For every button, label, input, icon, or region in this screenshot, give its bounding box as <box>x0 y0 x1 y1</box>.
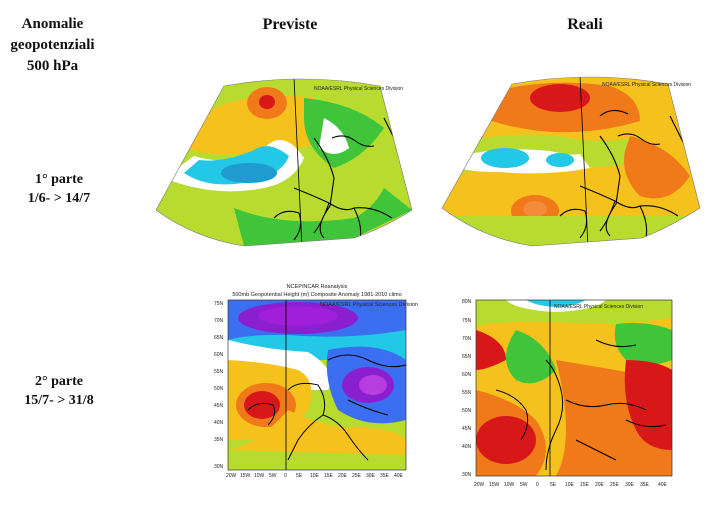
svg-text:80N: 80N <box>462 299 472 305</box>
svg-text:50N: 50N <box>462 408 472 414</box>
row-title: Anomalie geopotenziali 500 hPa <box>0 14 105 77</box>
svg-text:65N: 65N <box>214 335 224 341</box>
svg-text:5W: 5W <box>520 482 528 488</box>
column-title-forecast: Previste <box>262 16 318 33</box>
map3-credit: NOAA/ESRL Physical Sciences Division <box>320 302 418 308</box>
svg-text:30N: 30N <box>462 472 472 478</box>
svg-text:75N: 75N <box>214 301 224 307</box>
svg-text:75N: 75N <box>462 318 472 324</box>
svg-text:30E: 30E <box>625 482 635 488</box>
svg-text:5E: 5E <box>550 482 557 488</box>
svg-text:15E: 15E <box>324 473 334 479</box>
row-title-line-3: 500 hPa <box>26 58 79 74</box>
map-forecast-part2: NCEP/NCAR Reanalysis 500mb Geopotential … <box>214 284 418 479</box>
svg-text:5W: 5W <box>269 473 277 479</box>
svg-text:15W: 15W <box>240 473 251 479</box>
svg-text:50N: 50N <box>214 386 224 392</box>
svg-text:60N: 60N <box>462 372 472 378</box>
row-label-2-part: 2° parte <box>35 374 83 389</box>
svg-text:10E: 10E <box>310 473 320 479</box>
row-label-1: 1° parte 1/6- > 14/7 <box>0 170 118 208</box>
map4-lat-axis: 80N 75N 70N 65N 60N 55N 50N 45N 40N 30N <box>462 299 472 478</box>
row-label-2-dates: 15/7- > 31/8 <box>24 393 94 408</box>
row-label-1-dates: 1/6- > 14/7 <box>27 191 91 206</box>
map2-credit: NOAA/ESRL Physical Sciences Division <box>602 82 691 88</box>
svg-text:20W: 20W <box>226 473 237 479</box>
svg-text:15W: 15W <box>489 482 500 488</box>
svg-text:40E: 40E <box>658 482 668 488</box>
column-title-actual: Reali <box>567 16 603 33</box>
svg-text:55N: 55N <box>214 369 224 375</box>
svg-text:60N: 60N <box>214 352 224 358</box>
map4-credit: NOAA/ESRL Physical Sciences Division <box>554 304 643 310</box>
row-title-line-2: geopotenziali <box>10 37 95 53</box>
svg-text:70N: 70N <box>462 336 472 342</box>
svg-text:65N: 65N <box>462 354 472 360</box>
svg-text:20E: 20E <box>338 473 348 479</box>
svg-text:5E: 5E <box>296 473 303 479</box>
svg-text:40E: 40E <box>394 473 404 479</box>
svg-text:15E: 15E <box>580 482 590 488</box>
row-title-line-1: Anomalie <box>21 16 84 32</box>
row-label-1-part: 1° parte <box>35 172 83 187</box>
svg-text:10E: 10E <box>565 482 575 488</box>
map-actual-part1: NOAA/ESRL Physical Sciences Division <box>441 76 701 247</box>
map-actual-part2: 80N 75N 70N 65N 60N 55N 50N 45N 40N 30N … <box>462 299 673 488</box>
svg-text:45N: 45N <box>214 403 224 409</box>
svg-text:45N: 45N <box>462 426 472 432</box>
map-forecast-part1: NOAA/ESRL Physical Sciences Division <box>155 78 413 247</box>
row-label-2: 2° parte 15/7- > 31/8 <box>0 372 118 410</box>
svg-text:20E: 20E <box>595 482 605 488</box>
svg-text:55N: 55N <box>462 390 472 396</box>
svg-text:30N: 30N <box>214 464 224 470</box>
map4-lon-axis: 20W 15W 10W 5W 0 5E 10E 15E 20E 25E 30E … <box>474 482 668 488</box>
map1-credit: NOAA/ESRL Physical Sciences Division <box>314 86 403 92</box>
svg-text:35E: 35E <box>380 473 390 479</box>
svg-text:40N: 40N <box>214 420 224 426</box>
svg-text:35E: 35E <box>640 482 650 488</box>
svg-text:10W: 10W <box>504 482 515 488</box>
svg-text:35N: 35N <box>214 437 224 443</box>
svg-text:0: 0 <box>284 473 287 479</box>
svg-text:40N: 40N <box>462 444 472 450</box>
svg-text:25E: 25E <box>610 482 620 488</box>
map3-lat-axis: 75N 70N 65N 60N 55N 50N 45N 40N 35N 30N <box>214 301 224 470</box>
svg-text:70N: 70N <box>214 318 224 324</box>
svg-text:30E: 30E <box>366 473 376 479</box>
svg-text:20W: 20W <box>474 482 485 488</box>
svg-text:25E: 25E <box>352 473 362 479</box>
map3-title: NCEP/NCAR Reanalysis <box>287 284 348 290</box>
map3-subtitle: 500mb Geopotential Height (m) Composite … <box>232 292 401 298</box>
svg-text:0: 0 <box>536 482 539 488</box>
map3-lon-axis: 20W 15W 10W 5W 0 5E 10E 15E 20E 25E 30E … <box>226 473 404 479</box>
svg-text:10W: 10W <box>254 473 265 479</box>
